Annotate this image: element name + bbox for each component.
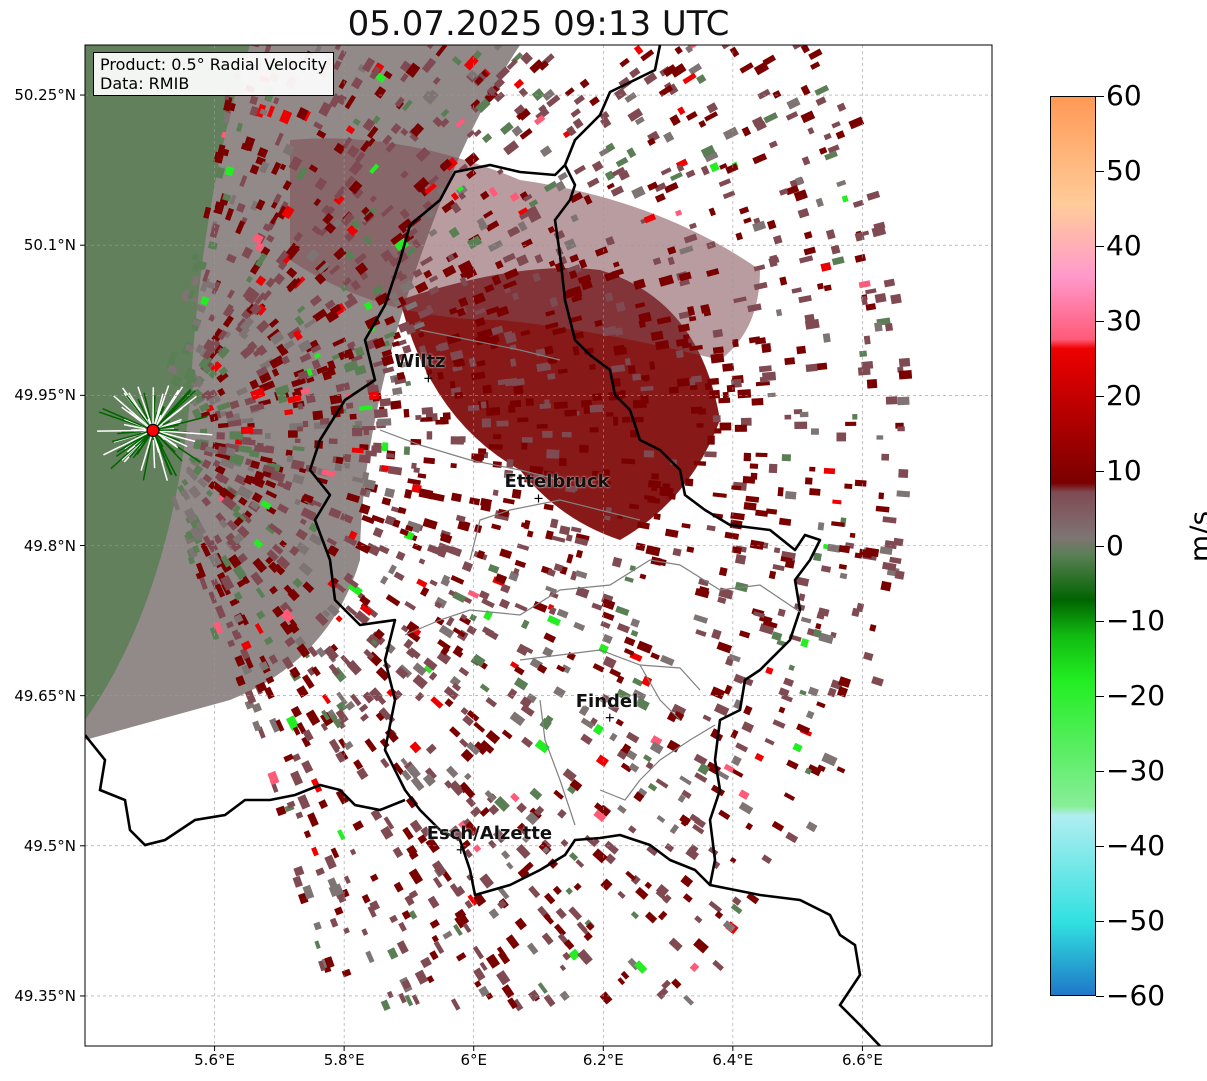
longitude-tick-label: 6.2°E: [582, 1051, 624, 1069]
colorbar-tick-label: −10: [1106, 604, 1166, 637]
latitude-tick-label: 49.8°N: [23, 536, 76, 555]
longitude-tick-label: 6.4°E: [712, 1051, 754, 1069]
latitude-tick-label: 49.65°N: [14, 686, 76, 705]
axis-ticks: [80, 94, 863, 1051]
latitude-tick-label: 49.95°N: [14, 386, 76, 405]
colorbar-tick: [1096, 621, 1104, 622]
colorbar-tick-label: 20: [1106, 379, 1142, 412]
colorbar-tick: [1096, 321, 1104, 322]
city-label: Esch/Alzette: [426, 822, 553, 844]
latitude-tick-label: 50.1°N: [23, 236, 76, 255]
product-info-box: Product: 0.5° Radial Velocity Data: RMIB: [93, 52, 335, 96]
latitude-tick-label: 49.35°N: [14, 986, 76, 1005]
colorbar-tick: [1096, 696, 1104, 697]
colorbar-tick-label: 30: [1106, 304, 1142, 337]
colorbar-tick: [1096, 171, 1104, 172]
colorbar-tick: [1096, 471, 1104, 472]
city-label: Ettelbruck: [504, 471, 610, 493]
latitude-tick-label: 50.25°N: [14, 86, 76, 105]
colorbar-tick: [1096, 546, 1104, 547]
colorbar-tick: [1096, 921, 1104, 922]
city-label: Findel: [575, 690, 639, 712]
colorbar-tick-label: −20: [1106, 679, 1166, 712]
colorbar-tick-label: 60: [1106, 79, 1142, 112]
colorbar-tick-label: 10: [1106, 454, 1142, 487]
velocity-colorbar: [1050, 96, 1096, 996]
colorbar-tick-label: −30: [1106, 754, 1166, 787]
colorbar-tick-label: −60: [1106, 979, 1166, 1012]
colorbar-tick: [1096, 771, 1104, 772]
colorbar-tick: [1096, 246, 1104, 247]
colorbar-tick-label: −40: [1106, 829, 1166, 862]
latitude-tick-label: 49.5°N: [23, 836, 76, 855]
colorbar-tick: [1096, 996, 1104, 997]
city-label: Wiltz: [394, 351, 446, 373]
longitude-tick-label: 5.6°E: [194, 1051, 235, 1069]
plot-title: 05.07.2025 09:13 UTC: [347, 4, 730, 44]
product-label: Product: 0.5° Radial Velocity: [100, 55, 328, 74]
data-source-label: Data: RMIB: [100, 74, 190, 93]
radar-site-marker: [146, 423, 160, 437]
colorbar-tick-label: −50: [1106, 904, 1166, 937]
colorbar-tick: [1096, 846, 1104, 847]
colorbar-tick-label: 40: [1106, 229, 1142, 262]
longitude-tick-label: 6°E: [460, 1051, 487, 1069]
colorbar-tick: [1096, 396, 1104, 397]
colorbar-tick: [1096, 96, 1104, 97]
colorbar-tick-label: 0: [1106, 529, 1124, 562]
longitude-tick-label: 6.6°E: [842, 1051, 883, 1069]
colorbar-tick-label: 50: [1106, 154, 1142, 187]
colorbar-unit-label: m/s: [1183, 510, 1207, 563]
longitude-tick-label: 5.8°E: [323, 1051, 365, 1069]
map-markers: [146, 374, 614, 854]
country-borders: [85, 45, 881, 1046]
